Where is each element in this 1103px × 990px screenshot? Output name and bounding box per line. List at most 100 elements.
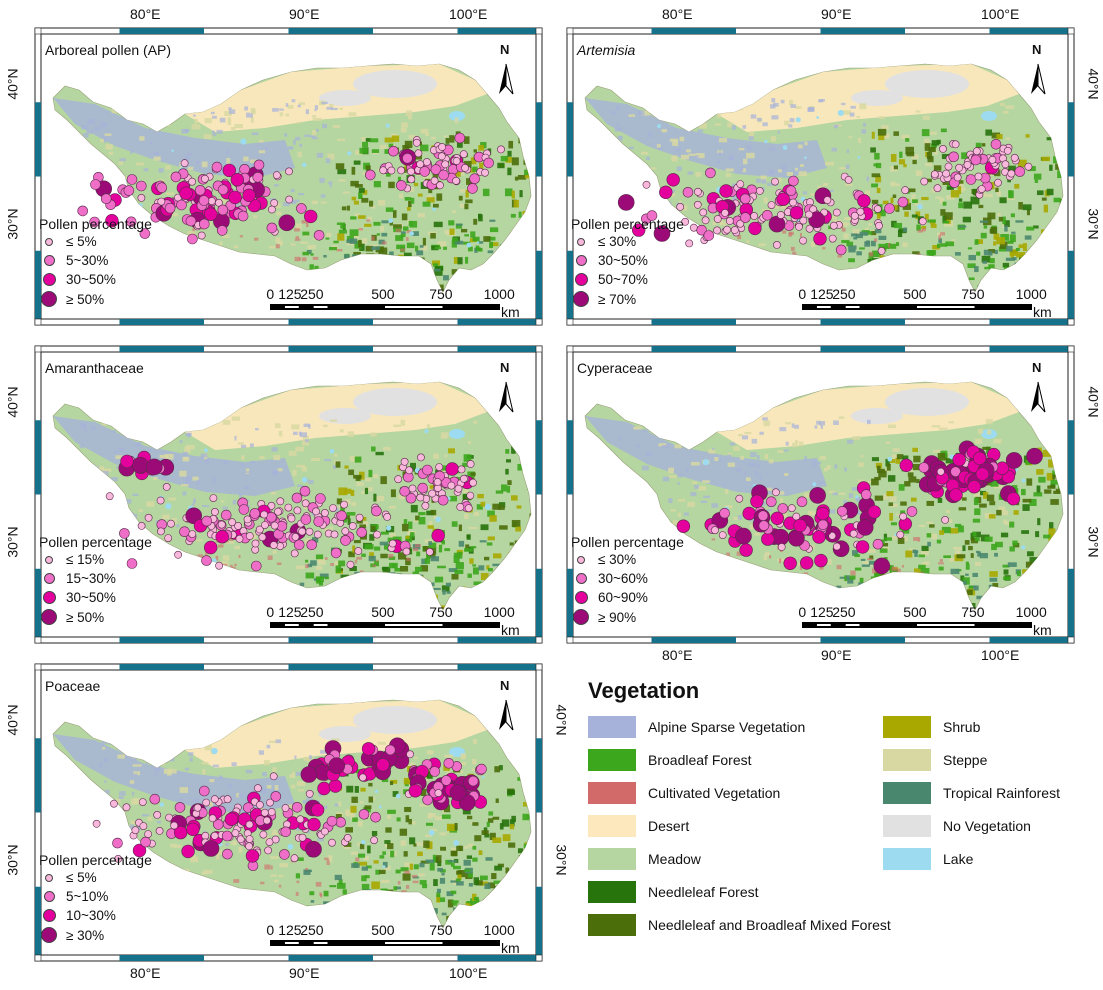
site-class-1 [735,494,744,503]
site-class-3 [812,530,826,544]
scale-tick-label: 125 [278,286,302,302]
site-class-2 [149,793,161,805]
site-class-1 [157,197,166,206]
site-class-3 [328,779,343,793]
site-class-1 [953,173,962,182]
vegetation-legend-title: Vegetation [588,678,700,703]
site-class-1 [963,160,972,169]
site-class-1 [358,773,367,782]
legend-item: ≤ 5% [45,870,97,885]
scale-tick-label: 0 [266,604,275,620]
site-class-2 [430,164,442,175]
legend-title: Pollen percentage [571,216,684,232]
scale-tick-label: 750 [429,604,453,620]
site-class-1 [217,520,226,529]
site-class-1 [856,207,865,216]
site-class-1 [750,212,759,220]
site-class-1 [414,149,423,158]
site-class-2 [777,503,789,514]
scale-tick-label: 125 [810,604,834,620]
site-class-4 [768,215,786,233]
site-class-2 [965,174,977,185]
lat-label: 40°N [553,704,570,736]
site-class-2 [740,212,751,223]
site-class-1 [267,501,276,510]
site-class-2 [682,187,694,198]
site-class-1 [767,201,776,209]
site-class-1 [434,789,443,797]
site-class-2 [270,791,282,802]
site-class-3 [899,458,913,473]
vegetation-label: Desert [648,818,690,834]
site-class-1 [188,177,196,186]
site-class-1 [642,180,651,189]
site-class-4 [300,766,318,783]
scale-tick-label: 750 [429,922,453,938]
site-class-1 [387,166,396,175]
site-class-1 [202,798,211,807]
site-class-2 [300,514,312,525]
lat-label: 30°N [4,844,21,876]
site-class-1 [899,512,907,521]
scale-tick-label: 250 [300,604,324,620]
vegetation-swatch [588,848,636,870]
site-class-2 [136,180,147,192]
legend-item: 15~30% [43,571,116,586]
site-class-2 [221,830,233,842]
lon-label: 80°E [662,6,693,22]
site-class-1 [193,803,202,812]
site-class-1 [208,814,217,823]
site-class-2 [296,203,307,214]
site-class-1 [425,547,434,556]
site-class-1 [155,826,164,835]
site-class-1 [701,216,710,225]
site-class-1 [407,175,416,184]
legend-title: Pollen percentage [39,216,152,232]
vegetation-swatch [883,782,931,804]
vegetation-swatch [588,716,636,738]
north-arrow-icon [499,63,514,95]
site-class-1 [972,147,981,156]
site-class-2 [185,215,197,227]
site-class-3 [793,518,807,533]
site-class-1 [312,507,320,516]
vegetation-label: Steppe [943,752,988,768]
site-class-2 [199,785,210,797]
site-class-1 [435,463,444,471]
site-class-2 [90,179,101,190]
legend-item: ≥ 50% [41,609,104,625]
lon-label: 80°E [130,6,161,22]
sample-sites [92,737,487,871]
site-class-2 [326,815,338,827]
legend-label: 50~70% [598,272,648,287]
site-class-2 [187,233,198,245]
site-class-1 [255,525,264,534]
site-class-1 [412,138,421,147]
site-class-3 [228,190,242,205]
legend-swatch [43,255,55,266]
scale-tick-label: 1000 [1015,604,1047,620]
vegetation-label: Lake [943,851,974,867]
site-class-1 [481,168,489,177]
site-class-3 [376,758,390,772]
site-class-1 [736,180,745,188]
site-class-1 [343,833,352,842]
site-class-2 [705,167,716,179]
site-class-1 [901,186,910,195]
lat-label: 30°N [1085,208,1102,240]
site-class-2 [364,169,376,181]
site-class-1 [771,177,779,186]
map-canvas [34,27,543,326]
site-class-1 [305,789,314,798]
legend-label: ≤ 30% [598,234,637,249]
site-class-2 [217,184,229,195]
site-class-1 [713,226,721,235]
site-class-3 [666,173,680,187]
vegetation-swatch [883,815,931,837]
site-class-1 [234,521,242,530]
vegetation-label: Meadow [648,851,701,867]
site-class-1 [201,831,210,840]
site-class-1 [285,167,293,176]
site-class-1 [1007,169,1016,178]
north-arrow-icon [1031,63,1046,95]
